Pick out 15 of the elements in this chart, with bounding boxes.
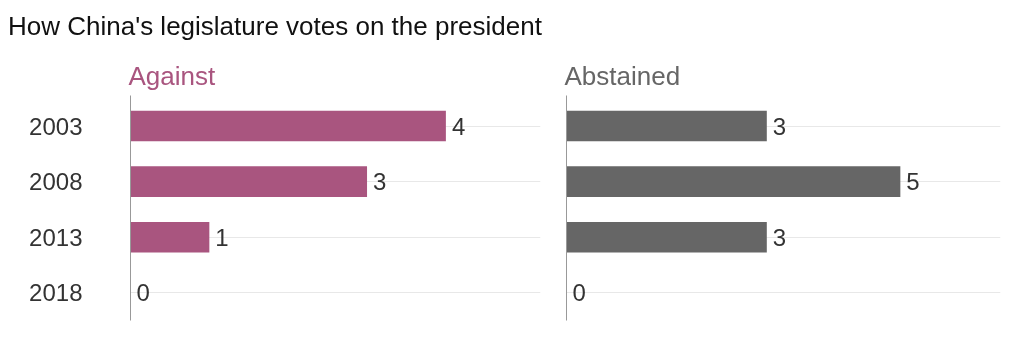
data-label: 3 <box>772 223 787 251</box>
series-label: Against <box>128 60 216 91</box>
y-tick-label: 2008 <box>29 168 83 196</box>
data-label: 0 <box>572 279 586 307</box>
y-tick-label: 2018 <box>29 279 83 307</box>
chart-title: How China's legislature votes on the president <box>8 10 542 43</box>
data-label: 1 <box>215 223 229 251</box>
data-label: 3 <box>772 112 787 140</box>
data-label: 0 <box>136 279 150 307</box>
y-tick-label: 2003 <box>29 112 83 140</box>
data-label: 5 <box>906 168 920 196</box>
data-label: 3 <box>373 168 387 196</box>
y-tick-label: 2013 <box>29 223 83 251</box>
data-label: 4 <box>451 112 466 140</box>
series-label: Abstained <box>564 60 681 91</box>
